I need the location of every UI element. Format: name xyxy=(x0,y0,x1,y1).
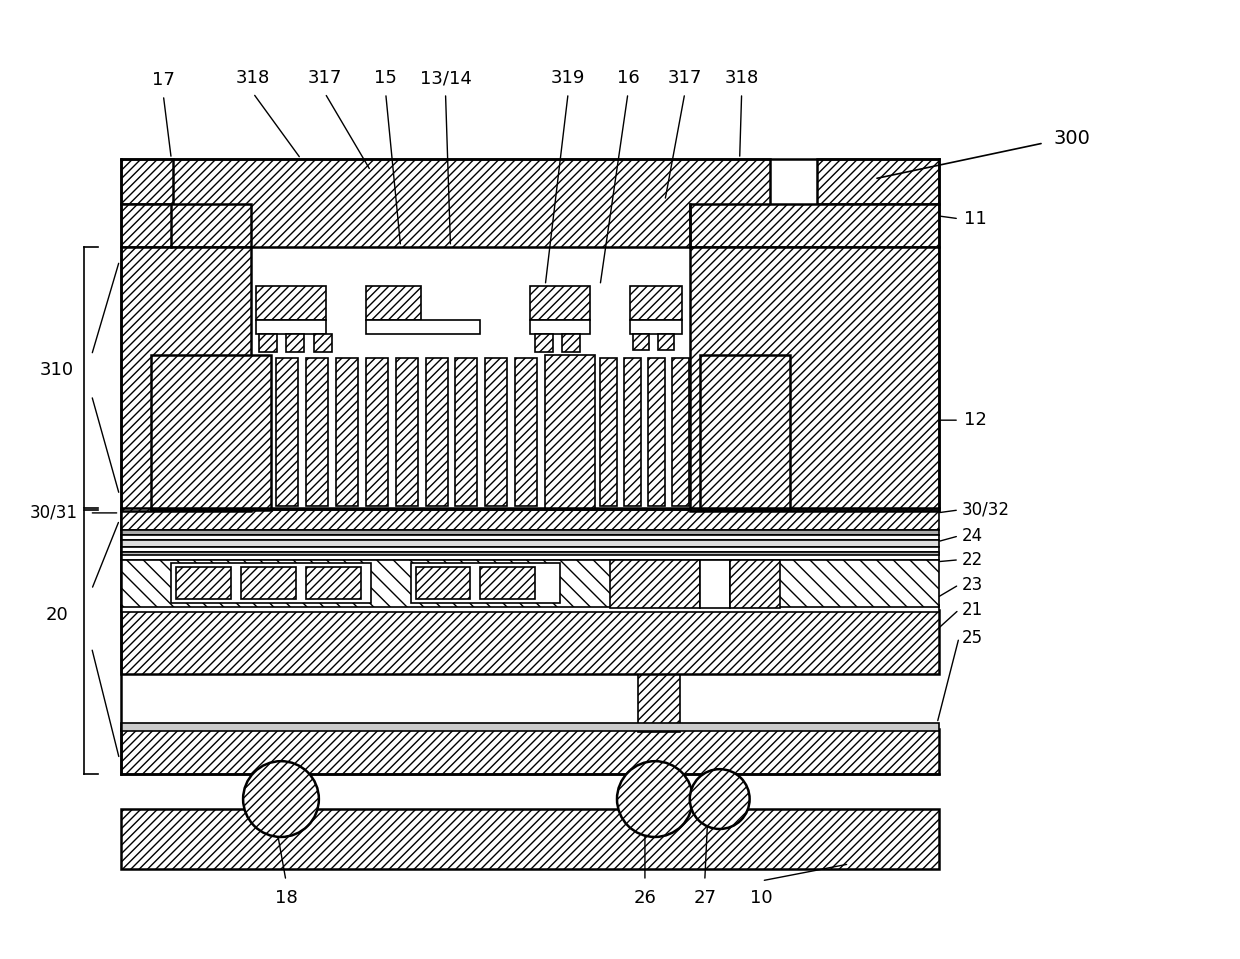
Bar xyxy=(536,335,553,352)
Text: 317: 317 xyxy=(308,69,342,87)
Bar xyxy=(122,159,174,204)
Bar xyxy=(480,567,536,598)
Text: 20: 20 xyxy=(46,605,68,623)
Text: 13/14: 13/14 xyxy=(419,69,471,87)
Bar xyxy=(255,286,326,320)
Bar xyxy=(314,335,332,352)
Text: 17: 17 xyxy=(151,71,175,89)
Bar xyxy=(122,723,939,732)
Bar xyxy=(485,359,507,506)
Bar xyxy=(122,246,250,511)
Bar xyxy=(286,335,304,352)
Bar xyxy=(415,567,470,598)
Bar xyxy=(122,560,939,607)
Bar xyxy=(122,729,939,774)
Bar xyxy=(699,560,729,608)
Bar xyxy=(817,159,939,204)
Text: 318: 318 xyxy=(236,69,270,87)
Bar xyxy=(637,665,680,733)
Bar xyxy=(562,335,580,352)
Text: 22: 22 xyxy=(962,550,983,569)
Bar xyxy=(259,335,277,352)
Bar xyxy=(122,551,939,554)
Bar xyxy=(122,610,939,674)
Bar xyxy=(151,356,272,510)
Bar xyxy=(624,359,641,506)
Bar xyxy=(689,204,939,246)
Bar xyxy=(689,246,939,511)
Bar xyxy=(122,552,939,560)
Text: 30/32: 30/32 xyxy=(962,501,1011,519)
Text: 317: 317 xyxy=(667,69,702,87)
Bar xyxy=(306,567,361,598)
Bar xyxy=(425,359,448,506)
Text: 26: 26 xyxy=(634,889,656,907)
Bar xyxy=(516,359,537,506)
Bar xyxy=(122,547,939,551)
Bar xyxy=(366,320,480,335)
Text: 15: 15 xyxy=(374,69,397,87)
Bar xyxy=(699,356,790,510)
Bar xyxy=(630,320,682,335)
Bar xyxy=(729,560,780,608)
Bar xyxy=(241,567,296,598)
Bar xyxy=(366,286,420,320)
Circle shape xyxy=(618,761,693,837)
Bar xyxy=(277,359,298,506)
Text: 21: 21 xyxy=(962,600,983,619)
Bar xyxy=(122,809,939,869)
Bar xyxy=(171,159,770,246)
Text: 12: 12 xyxy=(963,411,987,430)
Bar xyxy=(171,563,371,602)
Bar xyxy=(658,335,673,350)
Bar xyxy=(396,359,418,506)
Bar xyxy=(336,359,358,506)
Text: 23: 23 xyxy=(962,575,983,594)
Bar xyxy=(171,563,371,602)
Bar xyxy=(122,530,939,535)
Text: 11: 11 xyxy=(963,210,987,227)
Bar xyxy=(306,359,327,506)
Bar xyxy=(366,359,388,506)
Bar xyxy=(122,604,939,612)
Bar xyxy=(410,563,560,602)
Text: 25: 25 xyxy=(962,628,983,646)
Text: 24: 24 xyxy=(962,526,983,545)
Text: 319: 319 xyxy=(551,69,585,87)
Bar xyxy=(122,204,250,246)
Text: 300: 300 xyxy=(1054,129,1091,149)
Text: 318: 318 xyxy=(724,69,759,87)
Text: 16: 16 xyxy=(616,69,640,87)
Text: 10: 10 xyxy=(750,889,773,907)
Bar xyxy=(531,320,590,335)
Bar xyxy=(455,359,477,506)
Text: 18: 18 xyxy=(274,889,298,907)
Bar xyxy=(632,335,649,350)
Bar xyxy=(122,510,939,530)
Circle shape xyxy=(243,761,319,837)
Text: 310: 310 xyxy=(40,362,73,380)
Bar xyxy=(630,286,682,320)
Bar xyxy=(122,540,939,547)
Bar xyxy=(255,320,326,335)
Bar xyxy=(546,356,595,510)
Bar xyxy=(122,535,939,540)
Bar xyxy=(610,560,699,608)
Text: 27: 27 xyxy=(693,889,717,907)
Bar xyxy=(410,563,560,602)
Circle shape xyxy=(689,769,750,829)
Bar xyxy=(531,286,590,320)
Bar xyxy=(649,359,665,506)
Bar xyxy=(176,567,231,598)
Bar xyxy=(600,359,618,506)
Bar xyxy=(672,359,688,506)
Text: 30/31: 30/31 xyxy=(30,503,78,522)
